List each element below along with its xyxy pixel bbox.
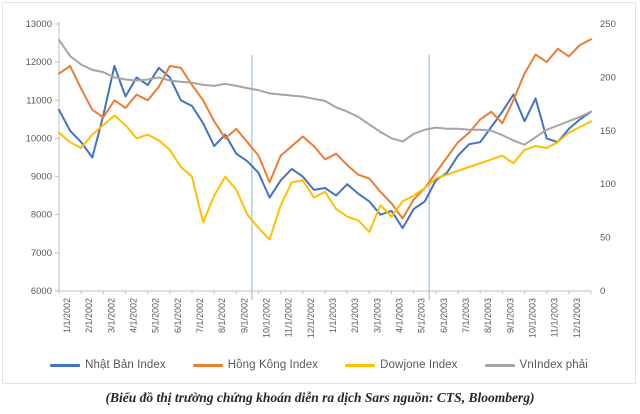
y-axis-right-tick-label: 200 [600, 72, 616, 83]
legend-item-hong-kong-index: Hồng Kông Index [192, 359, 319, 371]
x-axis-tick-label: 2/1/2002 [84, 298, 94, 333]
x-axis-tick-label: 7/1/2002 [195, 298, 205, 333]
x-axis-tick-label: 5/1/2002 [151, 298, 161, 333]
y-axis-left-tick-label: 12000 [26, 57, 52, 68]
y-axis-left-tick-label: 7000 [31, 248, 52, 259]
stock-chart-frame: 13000 12000 11000 10000 9000 8000 7000 6000 250 2… [2, 2, 636, 384]
y-axis-left-tick-label: 6000 [31, 286, 52, 297]
line-marker-icon [50, 363, 81, 367]
x-axis-tick-label: 9/1/2003 [505, 298, 515, 333]
series-line-hong-kong-index [58, 38, 592, 220]
x-axis-tick-label: 1/1/2003 [328, 298, 338, 333]
x-axis-tick-label: 9/1/2002 [239, 298, 249, 333]
x-axis-tick-label: 7/1/2003 [461, 298, 471, 333]
series-line-dowjone-index [58, 114, 592, 241]
x-axis-tick-label: 4/1/2003 [395, 298, 405, 333]
line-marker-icon [192, 363, 223, 367]
x-axis-tick-label: 6/1/2002 [173, 298, 183, 333]
x-axis-tick-label: 8/1/2003 [483, 298, 493, 333]
x-axis-tick-label: 10/1/2002 [262, 298, 272, 338]
line-marker-icon [484, 363, 515, 367]
x-axis-tick-label: 12/1/2003 [572, 298, 582, 338]
legend-item-vnindex-phai: VnIndex phải [484, 359, 588, 371]
x-axis-tick-label: 11/1/2002 [284, 298, 294, 337]
x-axis-tick-label: 5/1/2003 [417, 298, 427, 333]
y-axis-right-tick-label: 150 [600, 126, 616, 137]
legend-item-nhat-ban-index: Nhật Bản Index [50, 359, 166, 371]
axes [58, 22, 591, 292]
x-axis-tick-label: 3/1/2003 [372, 298, 382, 333]
x-axis-tick-label: 1/1/2002 [62, 298, 72, 333]
event-vlines [251, 55, 430, 300]
legend-label: Nhật Bản Index [85, 359, 166, 371]
chart-caption: (Biểu đồ thị trường chứng khoán diễn ra … [105, 390, 535, 405]
chart-legend: Nhật Bản Index Hồng Kông Index Dowjone I… [3, 359, 635, 371]
x-axis-tick-label: 2/1/2003 [350, 298, 360, 333]
y-axis-left-tick-label: 9000 [31, 172, 52, 183]
line-marker-icon [345, 363, 376, 367]
x-axis-tick-label: 6/1/2003 [439, 298, 449, 333]
x-axis-tick-label: 3/1/2002 [106, 298, 116, 333]
y-axis-left: 13000 12000 11000 10000 9000 8000 7000 6000 [26, 19, 59, 297]
legend-label: Hồng Kông Index [227, 359, 319, 371]
y-axis-left-tick-label: 11000 [26, 95, 52, 106]
y-axis-right-tick-label: 0 [600, 286, 605, 297]
y-axis-left-tick-label: 10000 [26, 133, 52, 144]
x-axis-tick-label: 10/1/2003 [528, 298, 538, 338]
y-axis-left-tick-label: 8000 [31, 210, 52, 221]
x-axis: 1/1/2002 2/1/2002 3/1/2002 4/1/2002 5/1/2002… [58, 291, 592, 338]
y-axis-left-tick-label: 13000 [26, 19, 52, 30]
x-axis-tick-label: 4/1/2002 [129, 298, 139, 333]
sars-stock-indices-chart: 1300012000110001000090008000700060002502… [26, 19, 616, 338]
series-line-nhat-ban-index [58, 65, 592, 230]
series-line-vnindex-phai [58, 39, 592, 146]
y-axis-right-tick-label: 100 [600, 179, 616, 190]
legend-item-dowjone-index: Dowjone Index [345, 359, 457, 371]
x-axis-tick-label: 8/1/2002 [217, 298, 227, 333]
y-axis-right-tick-label: 250 [600, 19, 616, 30]
x-axis-tick-label: 12/1/2002 [306, 298, 316, 338]
y-axis-right-tick-label: 50 [600, 233, 611, 244]
y-axis-right: 250 200 150 100 50 0 [600, 19, 616, 297]
legend-label: Dowjone Index [380, 359, 458, 371]
x-axis-tick-label: 11/1/2003 [550, 298, 560, 337]
legend-label: VnIndex phải [519, 359, 588, 371]
